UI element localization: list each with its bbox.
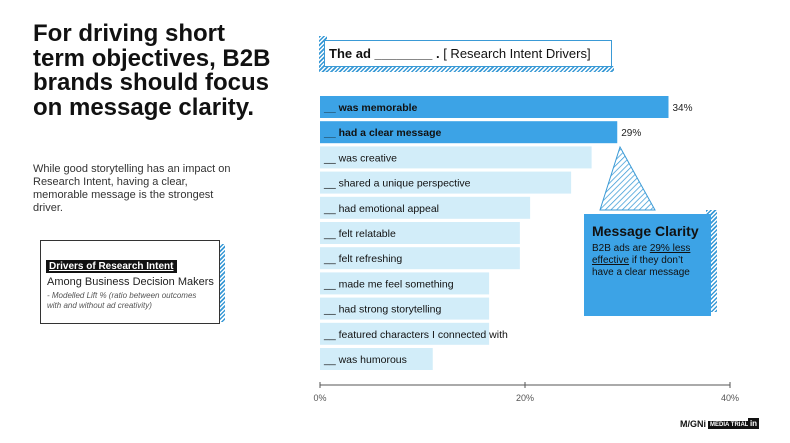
bars-group: __ was memorable 34% __ had a clear messag… (320, 96, 693, 370)
bar (320, 96, 669, 118)
drivers-method-note: - Modelled Lift % (ratio between outcome… (47, 291, 197, 310)
bar-category-label: __ had strong storytelling (323, 304, 441, 316)
bar-value-label: 34% (673, 103, 693, 114)
callout-hatch-bottom (319, 66, 614, 72)
headline: For driving short term objectives, B2B b… (33, 20, 271, 121)
bar (320, 146, 592, 169)
message-clarity-box: Message Clarity B2B ads are 29% less eff… (584, 214, 711, 316)
mc-body-link: 29% less effective (592, 243, 691, 266)
bar (320, 247, 520, 270)
bar-category-label: __ had emotional appeal (323, 203, 439, 215)
bar-category-label: __ shared a unique perspective (323, 178, 471, 190)
x-tick-label: 0% (313, 393, 326, 403)
callout-title: The ad ________ . [ Research Intent Driv… (324, 40, 612, 67)
x-tick-label: 40% (721, 393, 739, 403)
drivers-audience: Among Business Decision Makers (47, 276, 214, 288)
message-clarity-title: Message Clarity (592, 223, 699, 239)
brand-logo-badge: MEDIA TRIALS (708, 420, 755, 429)
bar-category-label: __ had a clear message (323, 127, 441, 139)
mc-body-after: if they don’t have a clear message (592, 255, 690, 278)
bar-category-label: __ was humorous (323, 354, 407, 366)
drivers-tag: Drivers of Research Intent (46, 260, 177, 273)
message-clarity-hatch (706, 210, 717, 312)
drivers-box: Drivers of Research Intent Among Busines… (40, 240, 220, 324)
bar-category-label: __ featured characters I connected with (323, 329, 508, 341)
mc-body-before: B2B ads are (592, 243, 650, 254)
bar (320, 348, 433, 370)
brand-logo-text: M/GNi (680, 419, 706, 429)
bar (320, 121, 618, 144)
bar-category-label: __ felt refreshing (323, 253, 402, 265)
callout-pointer-hatch (599, 145, 656, 211)
callout-rest: [ Research Intent Drivers] (443, 46, 591, 61)
bar (320, 297, 490, 320)
drivers-box-hatch (218, 244, 225, 322)
linkedin-icon: in (748, 418, 759, 429)
bar-category-label: __ was memorable (323, 102, 418, 114)
callout-bold: The ad ________ . (329, 46, 440, 61)
bar-value-label: 29% (621, 128, 641, 139)
subtext: While good storytelling has an impact on… (33, 163, 231, 214)
message-clarity-body: B2B ads are 29% less effective if they d… (592, 243, 703, 279)
bar (320, 322, 490, 345)
x-tick-label: 20% (516, 393, 534, 403)
x-axis: 0% 20% 40% (313, 382, 739, 403)
bar (320, 222, 520, 244)
bar (320, 171, 572, 194)
callout-hatch-left (319, 36, 327, 72)
bar-category-label: __ felt relatable (323, 228, 396, 240)
bar (320, 196, 531, 219)
bar (320, 272, 490, 295)
brand-logo: M/GNi MEDIA TRIALS (680, 419, 755, 429)
bar-category-label: __ was creative (323, 152, 397, 164)
bar-category-label: __ made me feel something (323, 278, 454, 290)
